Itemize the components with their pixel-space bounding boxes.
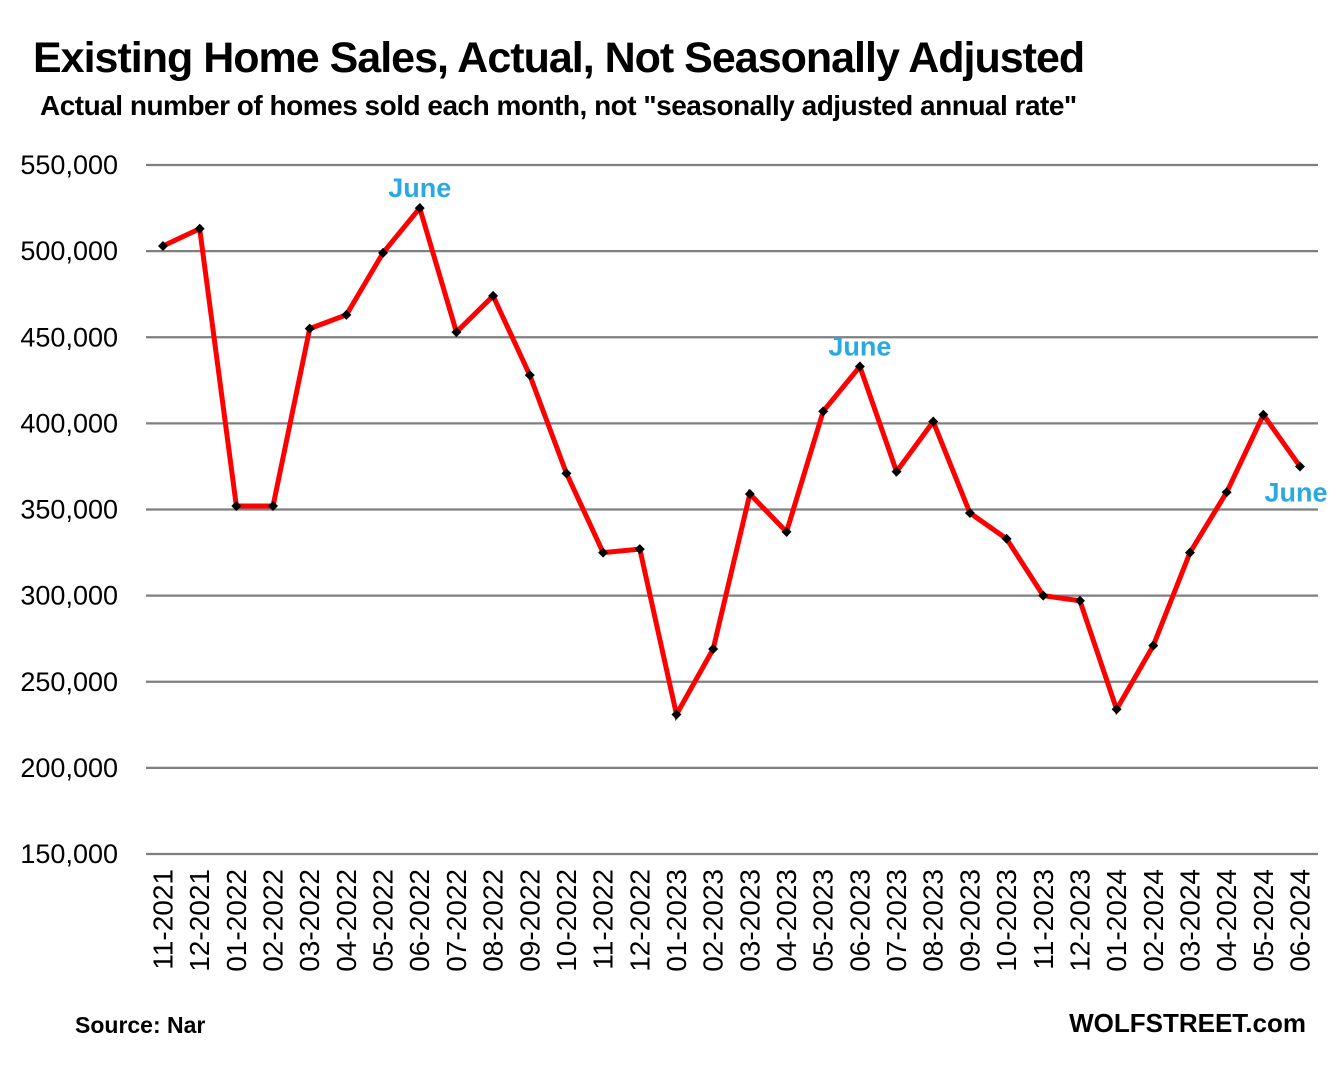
data-point-marker xyxy=(1038,590,1049,601)
y-axis-tick-label: 500,000 xyxy=(20,236,118,266)
data-point-marker xyxy=(928,416,939,427)
data-point-marker xyxy=(818,406,829,417)
data-point-marker xyxy=(1258,409,1269,420)
june-annotation: June xyxy=(388,173,451,203)
x-axis-tick-label: 05-2024 xyxy=(1248,869,1279,972)
data-point-marker xyxy=(708,644,719,655)
brand-label: WOLFSTREET.com xyxy=(1069,1008,1306,1038)
data-point-marker xyxy=(451,327,462,338)
y-axis-tick-label: 550,000 xyxy=(20,150,118,180)
data-point-marker xyxy=(194,223,205,234)
data-point-marker xyxy=(891,466,902,477)
data-point-marker xyxy=(524,370,535,381)
x-axis-tick-label: 11-2022 xyxy=(588,869,619,970)
data-point-marker xyxy=(1111,704,1122,715)
data-point-marker xyxy=(744,488,755,499)
x-axis-tick-label: 01-2023 xyxy=(661,869,692,972)
x-axis-tick-label: 04-2023 xyxy=(771,869,802,972)
data-point-marker xyxy=(304,323,315,334)
data-point-marker xyxy=(231,501,242,512)
data-point-marker xyxy=(561,468,572,479)
x-axis-tick-label: 03-2023 xyxy=(734,869,765,972)
data-point-marker xyxy=(964,507,975,518)
data-point-marker xyxy=(634,544,645,555)
y-axis-tick-label: 150,000 xyxy=(20,839,118,869)
june-annotation: June xyxy=(1264,477,1327,507)
data-point-marker xyxy=(488,290,499,301)
data-point-marker xyxy=(598,547,609,558)
chart-subtitle: Actual number of homes sold each month, … xyxy=(40,90,1077,121)
x-axis-tick-label: 11-2023 xyxy=(1028,869,1059,970)
x-axis-tick-label: 06-2023 xyxy=(844,869,875,972)
june-annotation: June xyxy=(828,332,891,362)
x-axis-tick-label: 01-2022 xyxy=(221,869,252,972)
x-axis-tick-label: 02-2022 xyxy=(258,869,289,972)
x-axis-tick-label: 05-2022 xyxy=(368,869,399,972)
x-axis-tick-label: 10-2023 xyxy=(991,869,1022,972)
x-axis-tick-label: 12-2022 xyxy=(624,869,655,972)
x-axis-tick-label: 07-2022 xyxy=(441,869,472,972)
x-axis-tick-label: 05-2023 xyxy=(808,869,839,972)
data-point-marker xyxy=(1074,595,1085,606)
x-axis-tick-label: 04-2024 xyxy=(1211,869,1242,972)
data-point-marker xyxy=(1148,640,1159,651)
source-label: Source: Nar xyxy=(75,1012,206,1038)
x-axis-tick-label: 10-2022 xyxy=(551,869,582,972)
x-axis-tick-label: 03-2024 xyxy=(1174,869,1205,972)
data-point-marker xyxy=(1001,533,1012,544)
x-axis-tick-label: 07-2023 xyxy=(881,869,912,972)
data-point-marker xyxy=(1295,461,1305,472)
data-point-marker xyxy=(1184,547,1195,558)
x-axis-tick-label: 09-2022 xyxy=(514,869,545,972)
x-axis-tick-label: 06-2024 xyxy=(1285,869,1316,972)
y-axis-tick-label: 300,000 xyxy=(20,581,118,611)
x-axis-tick-label: 02-2023 xyxy=(698,869,729,972)
chart-title: Existing Home Sales, Actual, Not Seasona… xyxy=(33,34,1085,82)
x-axis-tick-label: 09-2023 xyxy=(954,869,985,972)
x-axis-tick-label: 12-2023 xyxy=(1064,869,1095,972)
x-axis-tick-label: 06-2022 xyxy=(404,869,435,972)
data-point-marker xyxy=(781,526,792,537)
x-axis-tick-label: 04-2022 xyxy=(331,869,362,972)
data-point-marker xyxy=(854,361,865,372)
x-axis-tick-label: 08-2023 xyxy=(918,869,949,972)
data-point-marker xyxy=(268,501,279,512)
data-line xyxy=(160,202,1303,722)
data-point-marker xyxy=(1221,487,1232,498)
data-point-marker xyxy=(341,309,352,320)
x-axis-tick-label: 02-2024 xyxy=(1138,869,1169,972)
x-axis-tick-label: 08-2022 xyxy=(478,869,509,972)
y-axis-tick-label: 400,000 xyxy=(20,408,118,438)
x-axis-tick-label: 12-2021 xyxy=(184,869,215,972)
data-point-marker xyxy=(671,709,682,720)
y-axis-tick-label: 350,000 xyxy=(20,495,118,525)
y-axis-tick-label: 450,000 xyxy=(20,322,118,352)
x-axis-tick-label: 11-2021 xyxy=(148,869,179,970)
x-axis-tick-label: 01-2024 xyxy=(1101,869,1132,972)
data-point-marker xyxy=(378,247,389,258)
y-axis-tick-label: 200,000 xyxy=(20,753,118,783)
data-point-marker xyxy=(414,203,425,214)
y-axis-tick-label: 250,000 xyxy=(20,667,118,697)
x-axis-tick-label: 03-2022 xyxy=(294,869,325,972)
data-point-marker xyxy=(158,240,168,251)
